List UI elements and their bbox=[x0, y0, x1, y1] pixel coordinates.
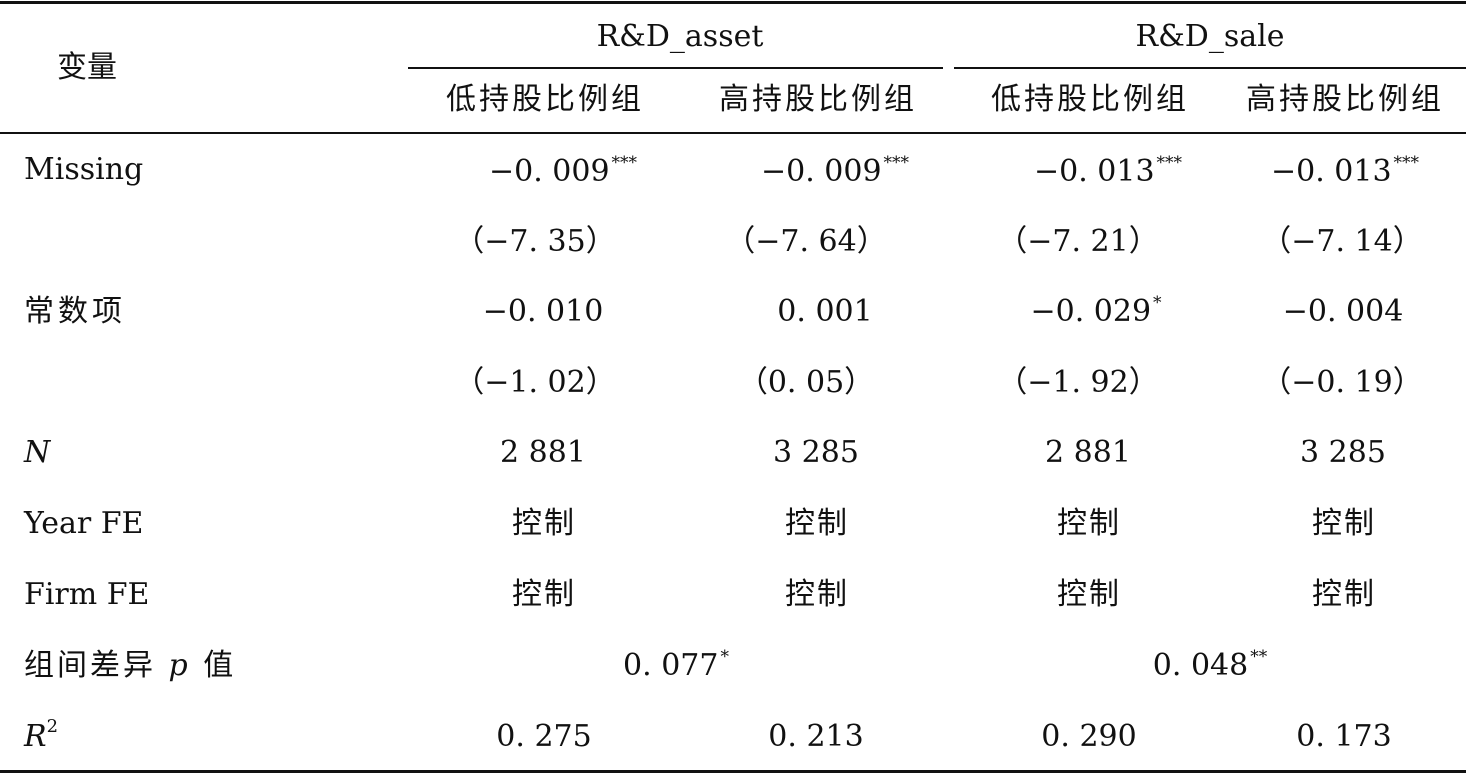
group-header-sale: R&D_sale bbox=[1135, 19, 1285, 54]
fe-cell: 控制 bbox=[512, 577, 576, 612]
fe-cell: 控制 bbox=[1312, 577, 1376, 612]
pvalue-cell: 0. 048 ** bbox=[1152, 647, 1268, 683]
coef-cell: −0. 029 * bbox=[1030, 293, 1162, 329]
row-label-r2: R2 bbox=[24, 716, 59, 754]
coef-cell: −0. 010 bbox=[482, 294, 604, 329]
subgroup-header: 高持股比例组 bbox=[719, 82, 917, 117]
tstat-cell: （−7. 14） bbox=[1261, 224, 1423, 259]
tstat-cell: （−7. 21） bbox=[997, 224, 1159, 259]
group-rule-asset bbox=[408, 67, 943, 69]
fe-cell: 控制 bbox=[1057, 577, 1121, 612]
tstat-cell: （−7. 64） bbox=[725, 224, 887, 259]
tstat-cell: （−0. 19） bbox=[1261, 365, 1423, 400]
subgroup-header: 低持股比例组 bbox=[991, 82, 1189, 117]
bottom-rule bbox=[0, 770, 1466, 773]
group-header-asset: R&D_asset bbox=[596, 19, 764, 54]
subgroup-header: 高持股比例组 bbox=[1246, 82, 1444, 117]
r2-cell: 0. 290 bbox=[1041, 719, 1137, 754]
tstat-cell: （0. 05） bbox=[737, 365, 875, 400]
coef-cell: 0. 001 bbox=[777, 294, 873, 329]
n-cell: 2 881 bbox=[500, 435, 586, 470]
fe-cell: 控制 bbox=[785, 577, 849, 612]
r2-cell: 0. 275 bbox=[496, 719, 592, 754]
fe-cell: 控制 bbox=[1057, 506, 1121, 541]
fe-cell: 控制 bbox=[785, 506, 849, 541]
n-cell: 2 881 bbox=[1045, 435, 1131, 470]
header-rule bbox=[0, 132, 1466, 134]
n-cell: 3 285 bbox=[1300, 435, 1386, 470]
r2-cell: 0. 213 bbox=[768, 719, 864, 754]
row-label-n: N bbox=[24, 435, 51, 470]
row-label-year-fe: Year FE bbox=[24, 506, 144, 541]
coef-cell: −0. 009 *** bbox=[760, 153, 910, 189]
row-label-pvalue: 组间差异 p 值 bbox=[24, 648, 237, 683]
coef-cell: −0. 013 *** bbox=[1033, 153, 1183, 189]
row-label-firm-fe: Firm FE bbox=[24, 577, 150, 612]
subgroup-header: 低持股比例组 bbox=[446, 82, 644, 117]
n-cell: 3 285 bbox=[773, 435, 859, 470]
coef-cell: −0. 013 *** bbox=[1270, 153, 1420, 189]
tstat-cell: （−7. 35） bbox=[454, 224, 616, 259]
coef-cell: −0. 009 *** bbox=[488, 153, 638, 189]
fe-cell: 控制 bbox=[1312, 506, 1376, 541]
row-label-missing: Missing bbox=[24, 152, 144, 187]
coef-cell: −0. 004 bbox=[1282, 294, 1404, 329]
tstat-cell: （−1. 92） bbox=[997, 365, 1159, 400]
pvalue-cell: 0. 077 * bbox=[623, 647, 729, 683]
row-label-constant: 常数项 bbox=[24, 294, 126, 329]
group-rule-sale bbox=[954, 67, 1466, 69]
tstat-cell: （−1. 02） bbox=[454, 365, 616, 400]
fe-cell: 控制 bbox=[512, 506, 576, 541]
variable-header: 变量 bbox=[57, 50, 117, 85]
top-rule bbox=[0, 1, 1466, 4]
r2-cell: 0. 173 bbox=[1296, 719, 1392, 754]
